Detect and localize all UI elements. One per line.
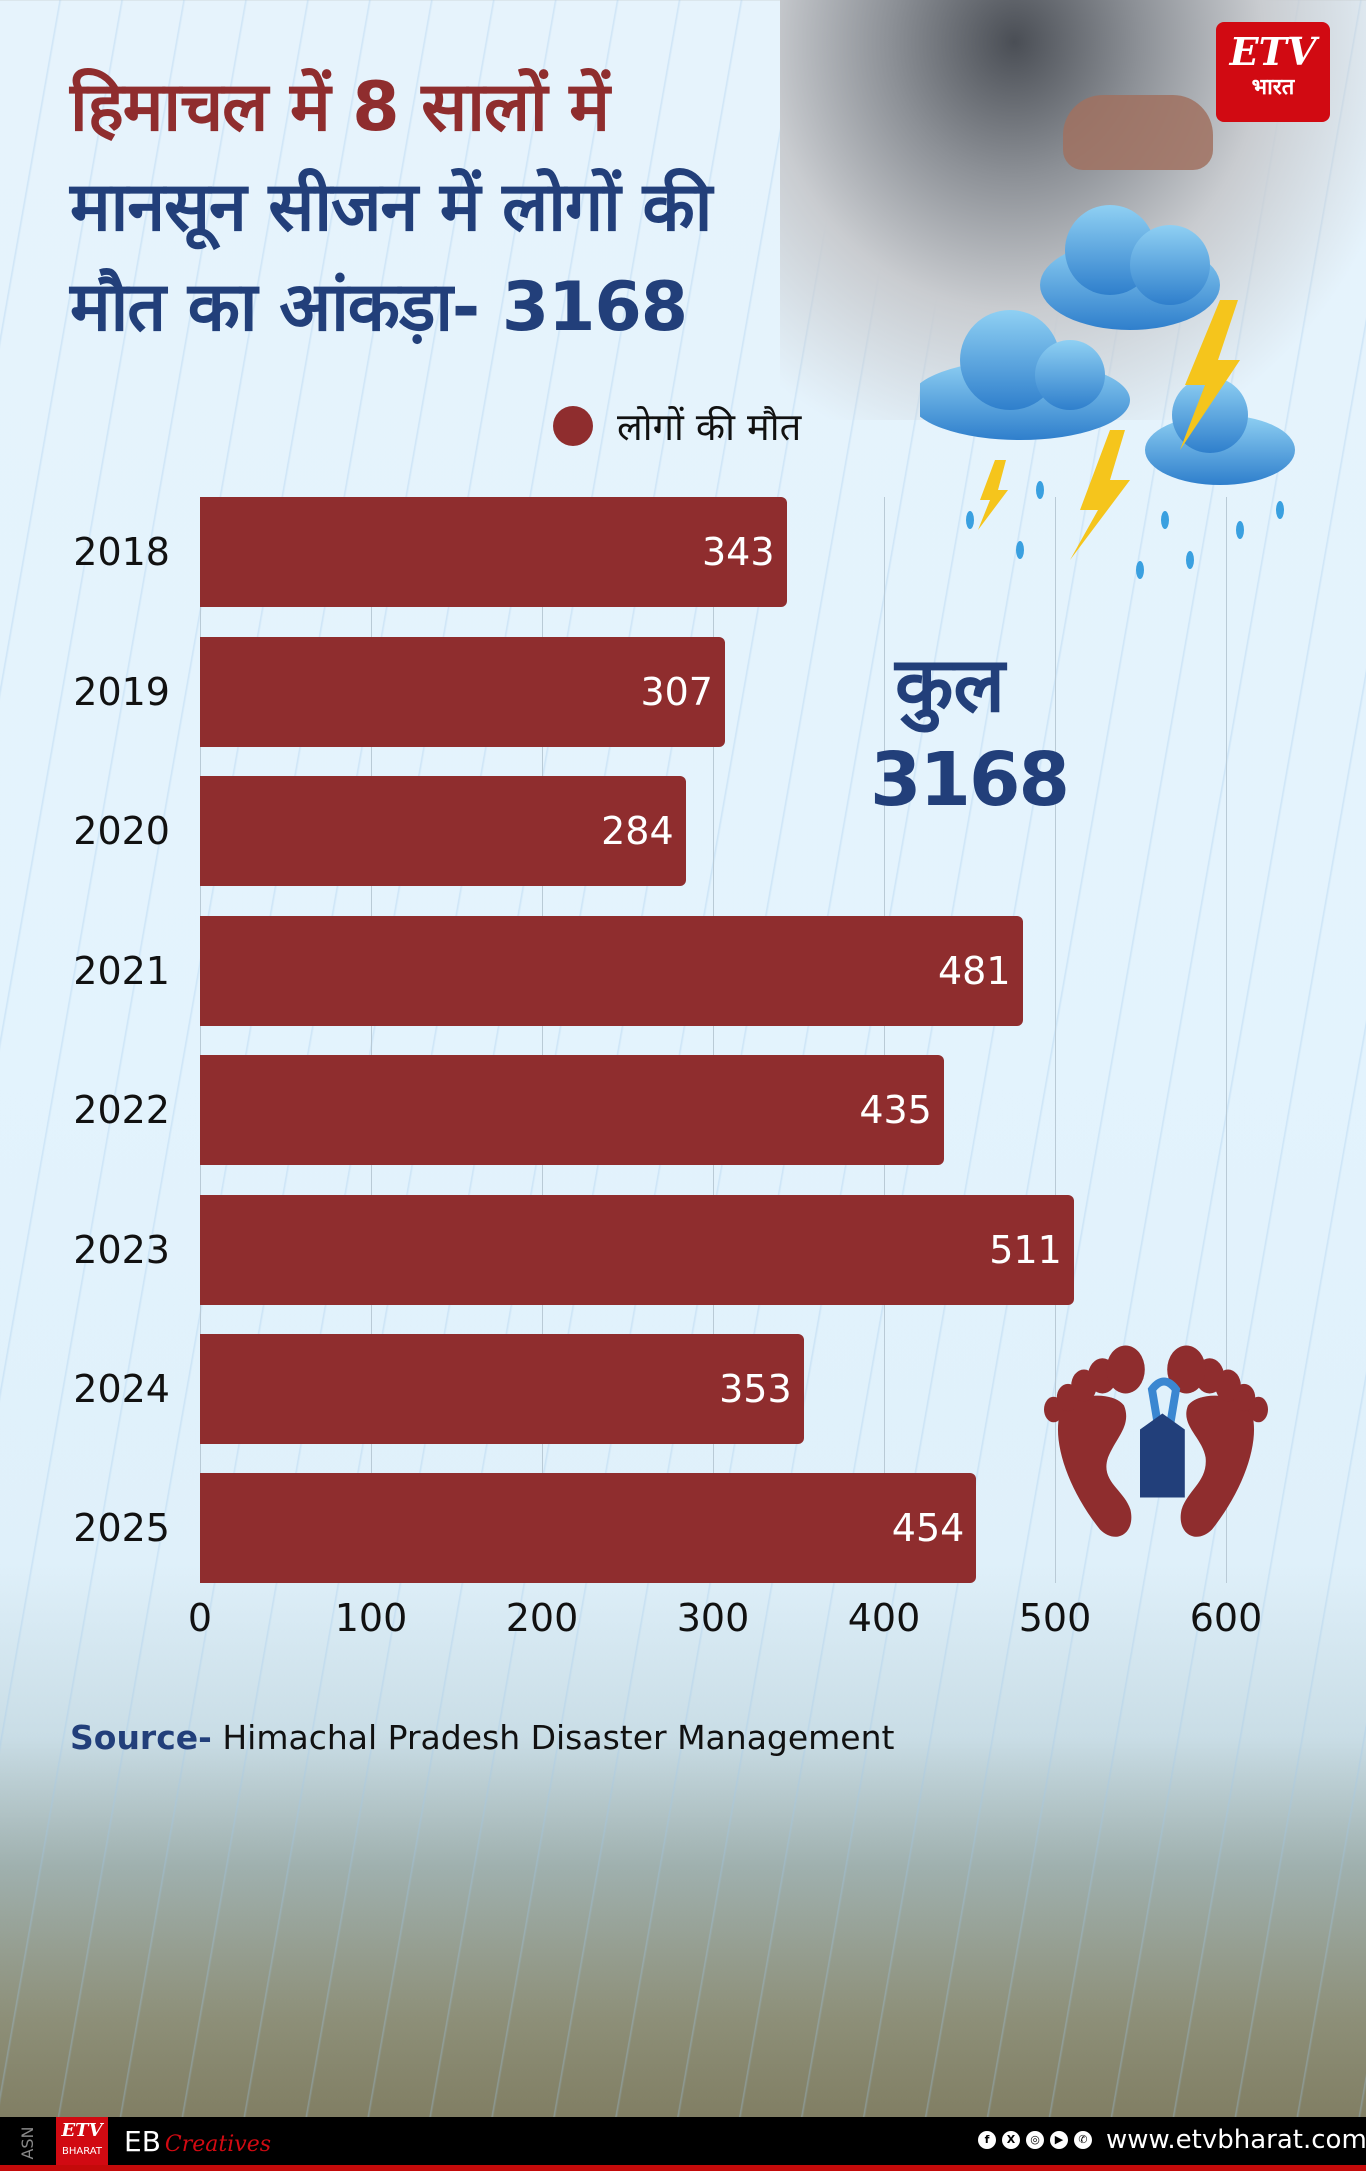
gridline-100 xyxy=(371,497,372,1583)
y-label-2018: 2018 xyxy=(73,530,170,574)
y-label-2022: 2022 xyxy=(73,1088,170,1132)
x-tick-500: 500 xyxy=(1018,1596,1092,1640)
gridline-600 xyxy=(1226,497,1227,1583)
bar-value: 284 xyxy=(601,809,674,853)
whatsapp-icon[interactable]: ✆ xyxy=(1074,2131,1092,2149)
bar-2025: 454 xyxy=(200,1473,977,1583)
title-line-3: मौत का आंकड़ा- 3168 xyxy=(70,268,688,347)
instagram-icon[interactable]: ◎ xyxy=(1026,2131,1044,2149)
gridline-200 xyxy=(542,497,543,1583)
bar-2018: 343 xyxy=(200,497,787,607)
gridline-400 xyxy=(884,497,885,1583)
title-line-2: मानसून सीजन में लोगों की xyxy=(70,168,712,247)
total-value: 3168 xyxy=(870,737,1070,823)
bar-value: 481 xyxy=(937,949,1011,993)
x-tick-200: 200 xyxy=(505,1596,579,1640)
y-label-2025: 2025 xyxy=(73,1506,170,1550)
gridline-300 xyxy=(713,497,714,1583)
footer-bar: ASN ETV BHARAT EB Creatives f X ◎ ▶ ✆ www… xyxy=(0,2117,1366,2171)
bar-2024: 353 xyxy=(200,1334,804,1444)
y-label-2021: 2021 xyxy=(73,949,170,993)
y-label-2023: 2023 xyxy=(73,1228,170,1272)
x-tick-0: 0 xyxy=(187,1596,213,1640)
x-tick-400: 400 xyxy=(847,1596,921,1640)
eb-creatives-brand: EB Creatives xyxy=(124,2125,271,2158)
bar-value: 343 xyxy=(701,530,775,574)
legend-label: लोगों की मौत xyxy=(617,405,802,449)
page-title: हिमाचल में 8 सालों में मानसून सीजन में ल… xyxy=(70,58,930,358)
total-label: कुल xyxy=(895,640,1005,729)
logo-bharat-text: भारत xyxy=(1251,75,1295,100)
bar-2019: 307 xyxy=(200,637,725,747)
bar-value: 307 xyxy=(640,670,713,714)
bar-chart: 2018 2019 2020 2021 2022 2023 2024 2025 … xyxy=(73,497,1263,1640)
title-line-1: हिमाचल में 8 सालों में xyxy=(70,68,610,147)
total-annotation: कुल 3168 xyxy=(870,640,1070,830)
x-tick-600: 600 xyxy=(1189,1596,1263,1640)
etv-bharat-logo: ETV भारत xyxy=(1216,22,1330,122)
footer-etv-logo: ETV BHARAT xyxy=(56,2117,108,2165)
gridline-0 xyxy=(200,497,201,1583)
x-icon[interactable]: X xyxy=(1002,2131,1020,2149)
footer-logo-bharat: BHARAT xyxy=(62,2146,102,2157)
bar-value: 435 xyxy=(859,1088,932,1132)
logo-etv-text: ETV xyxy=(1229,29,1317,74)
bar-value: 511 xyxy=(989,1228,1062,1272)
eb-text: EB xyxy=(124,2125,161,2158)
creatives-text: Creatives xyxy=(164,2132,272,2157)
source-text: Himachal Pradesh Disaster Management xyxy=(211,1718,895,1757)
y-label-2019: 2019 xyxy=(73,670,170,714)
source-prefix: Source- xyxy=(70,1718,212,1757)
x-tick-100: 100 xyxy=(334,1596,408,1640)
chart-legend: लोगों की मौत xyxy=(553,400,801,452)
bar-2021: 481 xyxy=(200,916,1023,1026)
facebook-icon[interactable]: f xyxy=(978,2131,996,2149)
social-icons: f X ◎ ▶ ✆ xyxy=(978,2131,1092,2149)
bar-2020: 284 xyxy=(200,776,686,886)
y-label-2020: 2020 xyxy=(73,809,170,853)
bar-value: 353 xyxy=(719,1367,792,1411)
y-label-2024: 2024 xyxy=(73,1367,170,1411)
bar-2022: 435 xyxy=(200,1055,944,1165)
x-tick-300: 300 xyxy=(676,1596,750,1640)
hand-illustration xyxy=(1063,95,1213,170)
footer-red-stripe xyxy=(0,2165,1366,2171)
legend-swatch xyxy=(553,406,593,446)
storm-clouds-icon xyxy=(920,205,1295,579)
youtube-icon[interactable]: ▶ xyxy=(1050,2131,1068,2149)
bar-value: 454 xyxy=(891,1506,965,1550)
footer-asn: ASN xyxy=(18,2126,37,2160)
feet-with-toe-tag-icon xyxy=(1044,1345,1268,1537)
footer-logo-etv: ETV xyxy=(61,2120,103,2141)
source-note: Source- Himachal Pradesh Disaster Manage… xyxy=(70,1718,894,1757)
gridline-500 xyxy=(1055,497,1056,1583)
bar-2023: 511 xyxy=(200,1195,1074,1305)
website-link[interactable]: www.etvbharat.com xyxy=(1106,2125,1366,2155)
